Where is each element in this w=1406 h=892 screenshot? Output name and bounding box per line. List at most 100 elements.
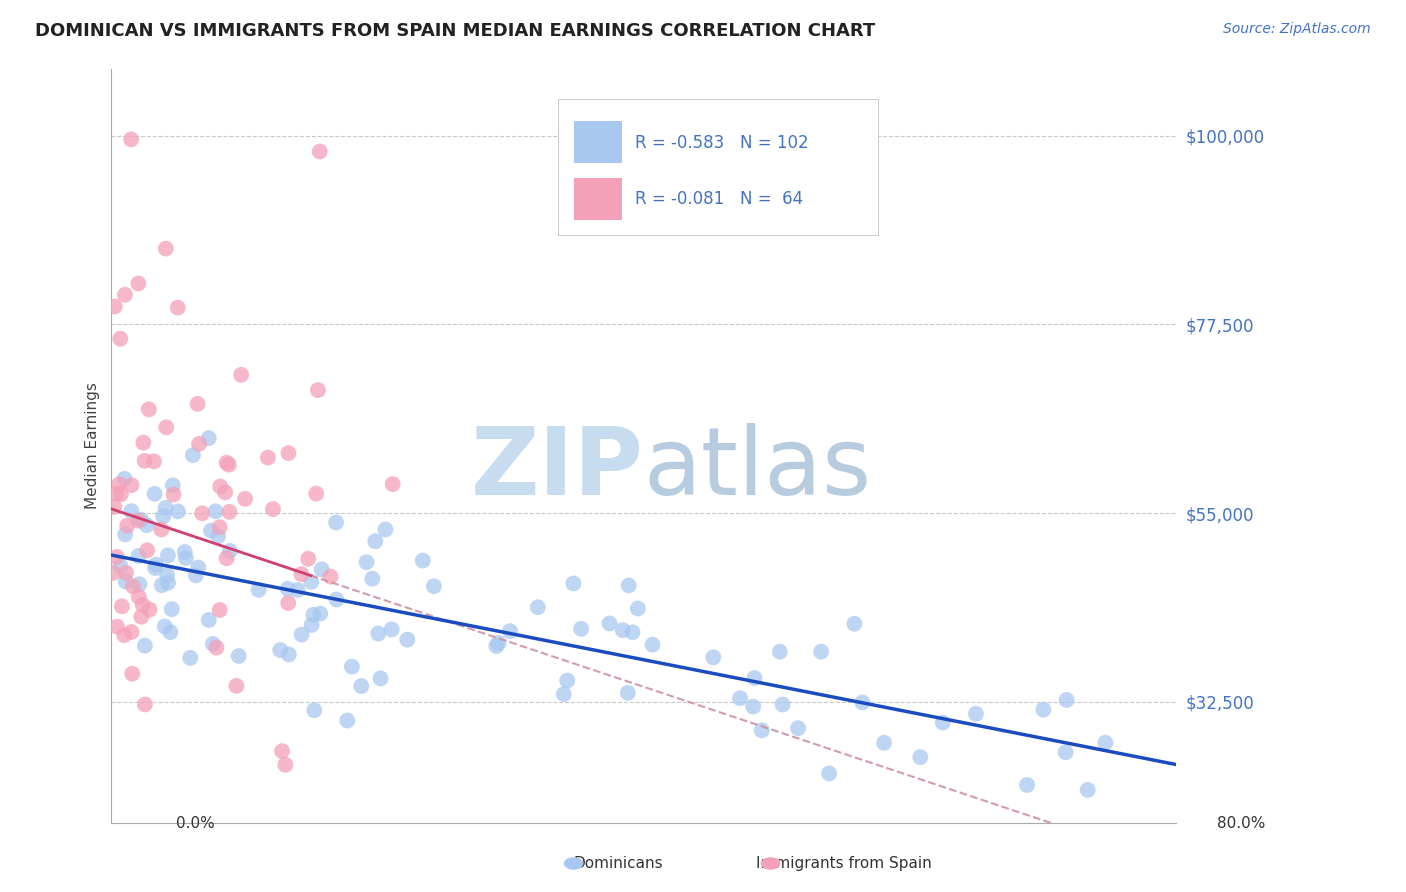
Point [844,616,866,631]
Point [262,502,284,516]
Point [129,513,152,527]
Point [208,603,231,617]
Point [173,545,195,559]
Bar [574,121,623,163]
Point [105,549,128,564]
Point [308,145,330,159]
Point [555,673,578,688]
Point [742,699,765,714]
Point [304,703,326,717]
Point [225,679,247,693]
Point [381,623,404,637]
Point [114,287,136,301]
Point [818,766,841,780]
Point [751,723,773,738]
Point [277,582,299,596]
Point [204,504,226,518]
Point [772,698,794,712]
Point [136,543,159,558]
Point [932,715,955,730]
Point [274,757,297,772]
Text: DOMINICAN VS IMMIGRANTS FROM SPAIN MEDIAN EARNINGS CORRELATION CHART: DOMINICAN VS IMMIGRANTS FROM SPAIN MEDIA… [35,22,876,40]
Point [143,487,166,501]
Point [356,555,378,569]
Point [114,527,136,541]
Point [311,562,333,576]
Point [200,524,222,538]
Point [181,448,204,462]
Point [228,648,250,663]
Text: Dominicans: Dominicans [574,856,664,871]
Point [309,607,332,621]
Point [166,301,188,315]
Point [527,600,550,615]
Point [1032,703,1054,717]
Point [155,420,177,434]
Point [1094,736,1116,750]
Point [153,619,176,633]
Point [340,659,363,673]
Point [114,472,136,486]
Point [367,626,389,640]
Point [271,744,294,758]
Point [128,549,150,563]
Point [364,534,387,549]
Point [110,559,132,574]
Point [325,516,347,530]
Point [179,651,201,665]
Text: atlas: atlas [644,423,872,515]
Point [215,456,238,470]
Point [131,609,153,624]
Point [641,638,664,652]
Point [105,486,128,500]
Point [499,624,522,639]
Point [569,622,592,636]
Point [187,560,209,574]
Point [290,627,312,641]
Point [218,505,240,519]
Point [162,478,184,492]
Point [114,574,136,589]
Bar [574,178,623,219]
Point [277,648,299,662]
Point [810,645,832,659]
Point [198,613,221,627]
Point [769,645,792,659]
Point [162,487,184,501]
Point [105,619,128,633]
Point [208,520,231,534]
Point [127,514,149,528]
Point [787,721,810,735]
Point [122,579,145,593]
Point [121,666,143,681]
Point [167,504,190,518]
Y-axis label: Median Earnings: Median Earnings [86,383,100,509]
Point [1015,778,1038,792]
Point [174,551,197,566]
Point [207,529,229,543]
Point [1077,783,1099,797]
Point [617,578,640,592]
Point [744,671,766,685]
Point [115,518,138,533]
Point [873,736,896,750]
Point [302,607,325,622]
Point [197,431,219,445]
Point [110,487,132,501]
Point [134,639,156,653]
Point [121,478,143,492]
Point [851,695,873,709]
Point [138,602,160,616]
Point [361,572,384,586]
Point [145,558,167,572]
Point [155,500,177,515]
Point [423,579,446,593]
Point [188,437,211,451]
Point [299,574,322,589]
Point [150,578,173,592]
Text: Immigrants from Spain: Immigrants from Spain [756,856,932,871]
Point [485,639,508,653]
Point [215,551,238,566]
Point [131,598,153,612]
Point [218,544,240,558]
